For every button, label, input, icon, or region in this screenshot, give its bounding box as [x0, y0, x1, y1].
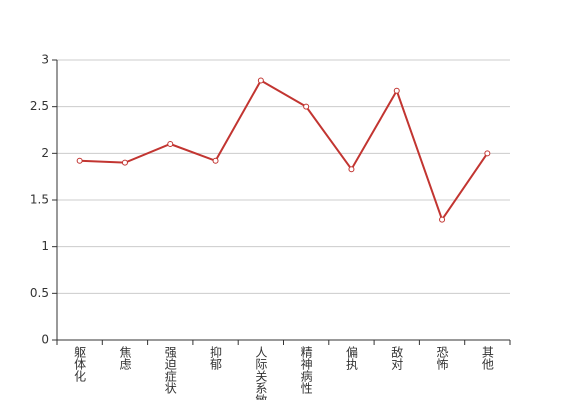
x-tick-label: 人际关系敏感 — [254, 346, 268, 400]
x-tick-label: 敌对 — [390, 345, 404, 370]
y-tick-label: 2 — [41, 146, 49, 160]
y-tick-label: 2.5 — [30, 99, 49, 113]
point — [484, 150, 491, 157]
y-tick-label: 0.5 — [30, 286, 49, 300]
x-tick-label: 其他 — [480, 346, 494, 370]
point — [393, 87, 400, 94]
point — [439, 216, 446, 223]
point — [167, 141, 174, 147]
x-tick-label: 恐怖 — [435, 346, 449, 370]
line — [79, 79, 489, 222]
x-tick-label: 强迫症状 — [163, 346, 177, 394]
x-tick-label: 焦虑 — [118, 346, 132, 370]
point — [121, 159, 128, 166]
y-tick-label: 3 — [41, 53, 49, 67]
y-tick-label: 0 — [41, 333, 49, 347]
point — [303, 103, 310, 110]
x-tick-label: 精神病性 — [299, 346, 313, 395]
point — [348, 166, 355, 173]
point — [257, 77, 264, 84]
y-tick-label: 1.5 — [30, 193, 49, 207]
point — [212, 157, 219, 164]
x-tick-label: 躯体化 — [73, 345, 87, 383]
x-tick-label: 偏执 — [344, 345, 358, 371]
point — [76, 157, 83, 164]
y-tick-label: 1 — [41, 239, 49, 253]
x-tick-label: 抑郁 — [209, 345, 223, 371]
